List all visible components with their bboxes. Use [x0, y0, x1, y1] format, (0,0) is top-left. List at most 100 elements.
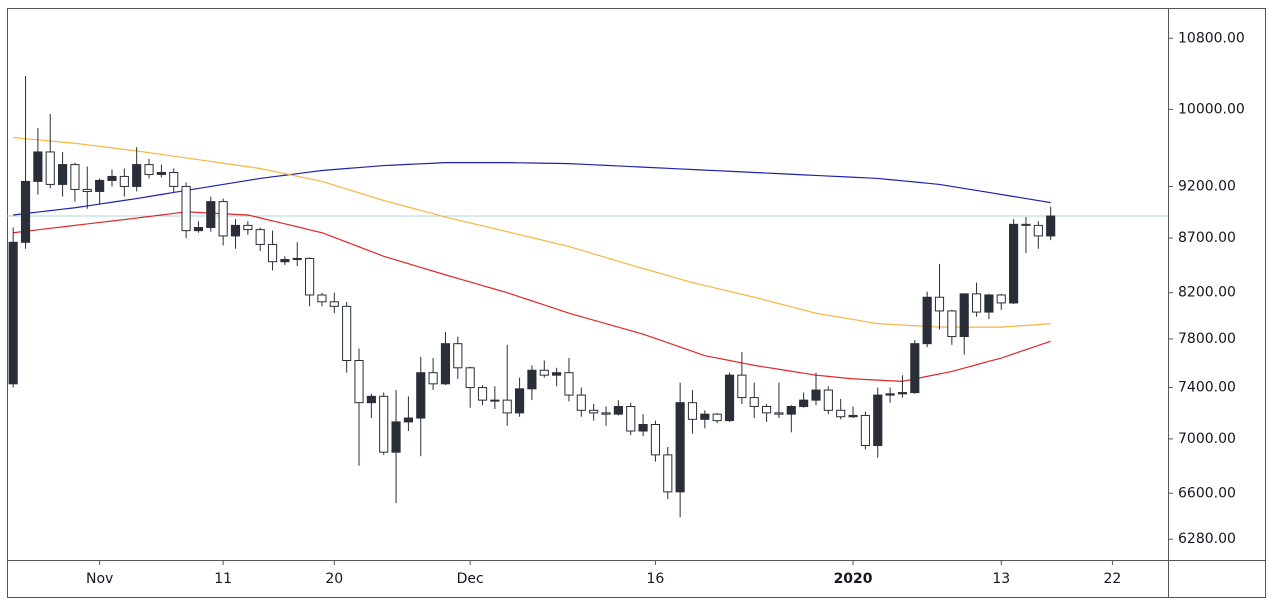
candle-body [70, 164, 80, 190]
candle-body [774, 412, 784, 415]
candle-body [502, 399, 512, 414]
candle-body [786, 405, 796, 415]
candle-body [650, 423, 661, 456]
y-tick-label: 8200.00 [1178, 285, 1236, 301]
x-tick-label: 20 [325, 571, 343, 587]
candle-body [490, 399, 500, 402]
candle-body [440, 343, 451, 385]
candle-body [354, 359, 364, 404]
candle-body [922, 296, 932, 345]
candle-body [95, 179, 105, 192]
candle-body [33, 151, 43, 182]
candle-body [342, 305, 352, 361]
candle-body [848, 414, 858, 418]
candle-body [193, 226, 204, 232]
candle-body [428, 372, 438, 385]
candle-body [971, 293, 982, 313]
x-tick-label: 16 [647, 571, 665, 587]
candle-body [836, 409, 846, 418]
candle-body [292, 257, 302, 261]
candle-body [613, 405, 623, 415]
candle-body [959, 293, 969, 338]
y-tick-label: 6600.00 [1178, 485, 1236, 501]
candle-body [416, 372, 426, 419]
x-tick-label: Dec [457, 571, 484, 587]
candle-body [132, 164, 142, 187]
candle-body [897, 392, 908, 395]
candle-body [305, 257, 315, 296]
candle-body [119, 175, 129, 187]
candle-body [626, 405, 636, 432]
x-tick-label: 13 [992, 571, 1010, 587]
candle-body [984, 294, 994, 313]
candle-body [20, 180, 31, 243]
y-tick-label: 6280.00 [1178, 531, 1236, 547]
candle-body [860, 414, 870, 447]
candle-body [144, 164, 154, 175]
candle-body [823, 389, 833, 411]
candle-body [329, 301, 339, 307]
chart-frame [7, 8, 1266, 598]
candle-body [243, 224, 253, 231]
candle-body [947, 310, 957, 338]
candle-body [539, 369, 549, 376]
candle-body [82, 188, 92, 192]
candle-body [317, 294, 327, 303]
candle-body [255, 229, 265, 245]
candle-body [749, 397, 759, 407]
moving-average-line [13, 136, 1051, 328]
x-tick-label: 11 [214, 571, 232, 587]
candle-body [811, 389, 821, 401]
candle-body [638, 423, 648, 432]
candle-body [8, 241, 18, 385]
candle-body [527, 369, 537, 390]
candle-body [58, 164, 68, 185]
candle-body [514, 388, 525, 414]
candle-body [366, 395, 376, 404]
candle-body [230, 224, 241, 237]
y-tick-label: 7000.00 [1178, 431, 1236, 447]
candle-body [156, 171, 166, 175]
candle-body [663, 454, 673, 493]
candle-body [762, 405, 772, 414]
candle-body [465, 367, 475, 389]
candle-body [700, 413, 710, 420]
candle-body [280, 259, 290, 263]
candle-body [379, 395, 389, 453]
x-tick-label: 22 [1104, 571, 1122, 587]
candle-body [576, 394, 586, 411]
y-tick-label: 8700.00 [1178, 230, 1236, 246]
y-tick-label: 10800.00 [1178, 30, 1245, 46]
y-tick-label: 9200.00 [1178, 178, 1236, 194]
candle-body [1046, 215, 1056, 237]
candle-body [724, 374, 735, 422]
candle-body [403, 417, 413, 423]
candle-body [910, 343, 920, 394]
candle-body [477, 387, 488, 401]
candle-body [885, 393, 895, 396]
candle-body [1033, 224, 1043, 237]
x-tick-label: Nov [86, 571, 113, 587]
candle-body [218, 201, 228, 237]
y-tick-label: 10000.00 [1178, 101, 1245, 117]
candle-body [589, 409, 599, 414]
candle-body [601, 412, 611, 415]
candle-body [873, 394, 883, 447]
candle-body [712, 413, 722, 422]
y-tick-label: 7800.00 [1178, 331, 1236, 347]
candle-body [687, 402, 698, 420]
candle-body [996, 294, 1006, 304]
candle-body [181, 185, 191, 232]
candle-body [675, 402, 685, 493]
candle-body [552, 372, 562, 376]
candle-body [206, 201, 216, 228]
candle-body [564, 372, 574, 396]
candle-body [934, 296, 945, 312]
candle-body [107, 175, 117, 181]
x-tick-label: 2020 [834, 571, 873, 587]
candle-body [267, 243, 278, 263]
candle-body [453, 343, 463, 369]
y-tick-label: 7400.00 [1178, 380, 1236, 396]
